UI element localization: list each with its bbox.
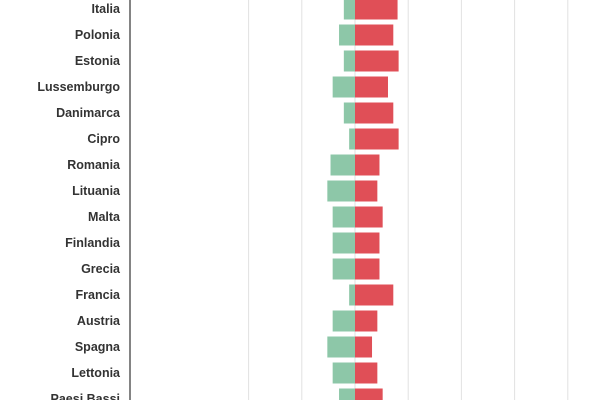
bar-right [355, 0, 398, 20]
bar-left [332, 362, 355, 384]
bar-left [332, 206, 355, 228]
bar-left [327, 180, 355, 202]
bar-right [355, 128, 399, 150]
category-label: Lussemburgo [37, 80, 120, 94]
bar-left [349, 128, 355, 150]
category-label: Francia [76, 288, 122, 302]
bar-right [355, 258, 380, 280]
category-label: Danimarca [56, 106, 121, 120]
category-label: Cipro [87, 132, 120, 146]
bar-left [339, 388, 355, 400]
grid-layer [248, 0, 569, 400]
bar-left [349, 284, 355, 306]
category-label: Estonia [75, 54, 121, 68]
category-label: Paesi Bassi [51, 392, 121, 400]
bar-right [355, 284, 394, 306]
bar-right [355, 76, 388, 98]
bar-layer [327, 0, 399, 400]
category-label: Malta [88, 210, 121, 224]
bar-right [355, 180, 378, 202]
bar-left [339, 24, 355, 46]
bar-right [355, 336, 373, 358]
category-label: Lettonia [71, 366, 121, 380]
bar-right [355, 388, 383, 400]
category-label: Lituania [72, 184, 121, 198]
bar-right [355, 154, 380, 176]
bar-left [330, 154, 355, 176]
bar-left [332, 310, 355, 332]
category-label: Italia [92, 2, 122, 16]
category-label: Romania [67, 158, 121, 172]
bar-left [332, 258, 355, 280]
bar-right [355, 310, 378, 332]
category-label: Spagna [75, 340, 121, 354]
bar-right [355, 102, 394, 124]
category-label: Finlandia [65, 236, 121, 250]
bar-left [343, 102, 355, 124]
bar-right [355, 362, 378, 384]
bar-left [343, 50, 355, 72]
bar-left [332, 76, 355, 98]
bar-left [332, 232, 355, 254]
bar-left [327, 336, 355, 358]
bar-right [355, 24, 394, 46]
bar-left [343, 0, 355, 20]
bar-right [355, 206, 383, 228]
category-label: Polonia [75, 28, 121, 42]
bar-right [355, 50, 399, 72]
bar-right [355, 232, 380, 254]
category-label: Grecia [81, 262, 121, 276]
category-label-layer: Italia Polonia Estonia Lussemburgo Danimarca… [37, 2, 121, 400]
category-label: Austria [77, 314, 121, 328]
